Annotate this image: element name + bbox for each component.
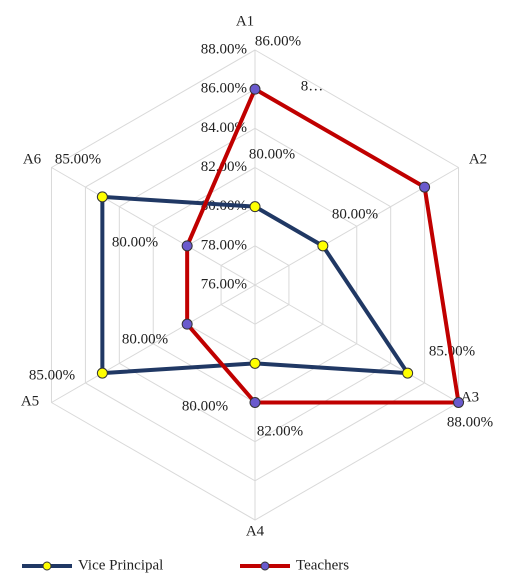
marker <box>181 318 193 330</box>
marker <box>96 367 108 379</box>
marker <box>249 357 261 369</box>
r-tick-label: 78.00% <box>201 237 247 253</box>
category-label: A3 <box>461 389 479 405</box>
data-label: 85.00% <box>55 151 101 167</box>
spoke <box>51 167 256 286</box>
r-tick-label: 82.00% <box>201 159 247 175</box>
marker <box>453 397 465 408</box>
category-label: A6 <box>23 151 42 167</box>
data-label: 80.00% <box>122 331 168 347</box>
marker <box>96 191 108 203</box>
marker <box>249 83 261 95</box>
marker <box>249 397 261 408</box>
marker <box>249 201 261 213</box>
data-label: 80.00% <box>112 234 158 250</box>
category-label: A2 <box>469 151 487 167</box>
data-label: 80.00% <box>332 206 378 222</box>
data-label: 82.00% <box>257 423 303 439</box>
marker <box>181 240 193 252</box>
data-label: 85.00% <box>29 367 75 383</box>
legend-label: Vice Principal <box>78 557 163 573</box>
data-label: 80.00% <box>249 146 295 162</box>
r-tick-label: 76.00% <box>201 276 247 292</box>
spoke <box>51 284 256 403</box>
marker <box>419 181 431 193</box>
data-label: 88.00% <box>447 414 493 430</box>
data-label: 8… <box>301 78 324 94</box>
category-label: A1 <box>236 13 254 29</box>
r-tick-label: 86.00% <box>201 81 247 97</box>
marker <box>402 367 414 379</box>
data-label: 80.00% <box>182 398 228 414</box>
legend-marker <box>260 561 270 571</box>
r-tick-label: 88.00% <box>201 41 247 57</box>
category-label: A5 <box>21 393 39 409</box>
legend-label: Teachers <box>296 557 349 573</box>
marker <box>317 240 329 252</box>
data-label: 86.00% <box>255 33 301 49</box>
legend-marker <box>42 561 52 571</box>
spoke <box>254 284 459 403</box>
category-label: A4 <box>246 523 265 539</box>
